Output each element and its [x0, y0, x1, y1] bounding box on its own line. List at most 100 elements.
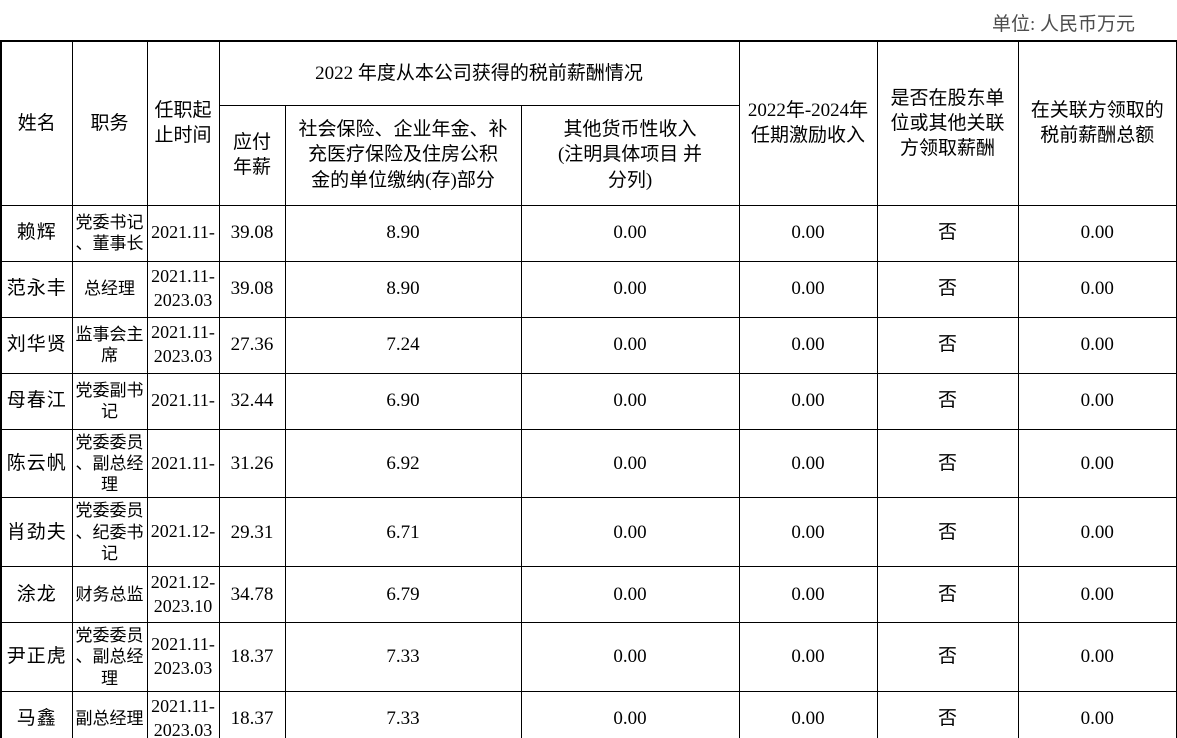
cell-term: 2021.11-	[146, 428, 220, 499]
table-row: 陈云帆 党委委员 、副总经 理 2021.11- 31.26 6.92 0.00…	[0, 428, 1177, 499]
cell-other-income: 0.00	[520, 260, 740, 318]
cell-insurance: 7.33	[284, 622, 522, 692]
cell-related-total: 0.00	[1017, 690, 1177, 738]
cell-payable-salary: 29.31	[218, 497, 286, 567]
cell-term: 2021.12- 2023.10	[146, 566, 220, 623]
cell-name: 陈云帆	[0, 428, 73, 499]
cell-incentive: 0.00	[738, 204, 878, 262]
cell-related-total: 0.00	[1017, 372, 1177, 430]
cell-term: 2021.11-	[146, 204, 220, 262]
cell-related-total: 0.00	[1017, 428, 1177, 499]
cell-shareholder-pay: 否	[876, 204, 1019, 262]
header-incentive: 2022年-2024年 任期激励收入	[738, 40, 878, 206]
cell-position: 副总经理	[71, 690, 148, 738]
header-other-income: 其他货币性收入 (注明具体项目 并 分列)	[520, 104, 740, 206]
cell-term: 2021.12-	[146, 497, 220, 567]
cell-payable-salary: 18.37	[218, 690, 286, 738]
cell-shareholder-pay: 否	[876, 316, 1019, 374]
cell-insurance: 6.90	[284, 372, 522, 430]
cell-position: 党委委员 、纪委书 记	[71, 497, 148, 567]
cell-other-income: 0.00	[520, 428, 740, 499]
cell-insurance: 6.92	[284, 428, 522, 499]
cell-position: 党委委员 、副总经 理	[71, 428, 148, 499]
header-row-sub: 应付 年薪 社会保险、企业年金、补 充医疗保险及住房公积 金的单位缴纳(存)部分…	[1, 104, 1177, 206]
cell-payable-salary: 34.78	[218, 566, 286, 623]
cell-other-income: 0.00	[520, 497, 740, 567]
cell-incentive: 0.00	[738, 428, 878, 499]
cell-shareholder-pay: 否	[876, 497, 1019, 567]
cell-term: 2021.11- 2023.03	[146, 260, 220, 318]
cell-shareholder-pay: 否	[876, 428, 1019, 499]
cell-term: 2021.11- 2023.03	[146, 690, 220, 738]
cell-payable-salary: 39.08	[218, 204, 286, 262]
cell-other-income: 0.00	[520, 690, 740, 738]
cell-other-income: 0.00	[520, 372, 740, 430]
header-insurance: 社会保险、企业年金、补 充医疗保险及住房公积 金的单位缴纳(存)部分	[284, 104, 522, 206]
cell-insurance: 6.71	[284, 497, 522, 567]
cell-name: 肖劲夫	[0, 497, 73, 567]
cell-shareholder-pay: 否	[876, 622, 1019, 692]
cell-incentive: 0.00	[738, 497, 878, 567]
cell-name: 母春江	[0, 372, 73, 430]
table-row: 涂龙 财务总监 2021.12- 2023.10 34.78 6.79 0.00…	[0, 566, 1177, 623]
cell-payable-salary: 31.26	[218, 428, 286, 499]
cell-other-income: 0.00	[520, 566, 740, 623]
cell-payable-salary: 18.37	[218, 622, 286, 692]
cell-insurance: 8.90	[284, 260, 522, 318]
cell-other-income: 0.00	[520, 316, 740, 374]
cell-other-income: 0.00	[520, 622, 740, 692]
cell-name: 刘华贤	[0, 316, 73, 374]
table-row: 赖辉 党委书记 、董事长 2021.11- 39.08 8.90 0.00 0.…	[0, 204, 1177, 262]
cell-insurance: 7.33	[284, 690, 522, 738]
cell-incentive: 0.00	[738, 372, 878, 430]
cell-incentive: 0.00	[738, 566, 878, 623]
cell-insurance: 7.24	[284, 316, 522, 374]
cell-incentive: 0.00	[738, 316, 878, 374]
header-term: 任职起 止时间	[146, 40, 220, 206]
cell-payable-salary: 32.44	[218, 372, 286, 430]
header-name: 姓名	[0, 40, 73, 206]
cell-name: 马鑫	[0, 690, 73, 738]
header-shareholder-pay: 是否在股东单 位或其他关联 方领取薪酬	[876, 40, 1019, 206]
cell-position: 党委委员 、副总经 理	[71, 622, 148, 692]
cell-shareholder-pay: 否	[876, 566, 1019, 623]
cell-payable-salary: 39.08	[218, 260, 286, 318]
unit-label: 单位: 人民币万元	[991, 14, 1135, 35]
cell-related-total: 0.00	[1017, 204, 1177, 262]
cell-shareholder-pay: 否	[876, 260, 1019, 318]
header-position: 职务	[71, 40, 148, 206]
cell-payable-salary: 27.36	[218, 316, 286, 374]
cell-shareholder-pay: 否	[876, 372, 1019, 430]
cell-shareholder-pay: 否	[876, 690, 1019, 738]
cell-name: 赖辉	[0, 204, 73, 262]
header-payable-salary: 应付 年薪	[218, 104, 286, 206]
cell-related-total: 0.00	[1017, 566, 1177, 623]
cell-related-total: 0.00	[1017, 622, 1177, 692]
cell-term: 2021.11- 2023.03	[146, 316, 220, 374]
header-related-total: 在关联方领取的 税前薪酬总额	[1017, 40, 1177, 206]
cell-insurance: 8.90	[284, 204, 522, 262]
cell-position: 财务总监	[71, 566, 148, 623]
table-row: 尹正虎 党委委员 、副总经 理 2021.11- 2023.03 18.37 7…	[0, 622, 1177, 692]
cell-name: 尹正虎	[0, 622, 73, 692]
cell-incentive: 0.00	[738, 260, 878, 318]
table-body: 赖辉 党委书记 、董事长 2021.11- 39.08 8.90 0.00 0.…	[0, 204, 1177, 738]
cell-insurance: 6.79	[284, 566, 522, 623]
cell-related-total: 0.00	[1017, 316, 1177, 374]
cell-incentive: 0.00	[738, 690, 878, 738]
table-row: 母春江 党委副书 记 2021.11- 32.44 6.90 0.00 0.00…	[0, 372, 1177, 430]
cell-related-total: 0.00	[1017, 260, 1177, 318]
cell-related-total: 0.00	[1017, 497, 1177, 567]
salary-table: 姓名 职务 任职起 止时间 2022 年度从本公司获得的税前薪酬情况 2022年…	[0, 40, 1177, 738]
cell-position: 监事会主 席	[71, 316, 148, 374]
cell-position: 总经理	[71, 260, 148, 318]
cell-other-income: 0.00	[520, 204, 740, 262]
cell-term: 2021.11- 2023.03	[146, 622, 220, 692]
table-row: 刘华贤 监事会主 席 2021.11- 2023.03 27.36 7.24 0…	[0, 316, 1177, 374]
cell-name: 范永丰	[0, 260, 73, 318]
table-row: 肖劲夫 党委委员 、纪委书 记 2021.12- 29.31 6.71 0.00…	[0, 497, 1177, 567]
table-row: 马鑫 副总经理 2021.11- 2023.03 18.37 7.33 0.00…	[0, 690, 1177, 738]
cell-incentive: 0.00	[738, 622, 878, 692]
header-comp-group: 2022 年度从本公司获得的税前薪酬情况	[218, 40, 740, 106]
